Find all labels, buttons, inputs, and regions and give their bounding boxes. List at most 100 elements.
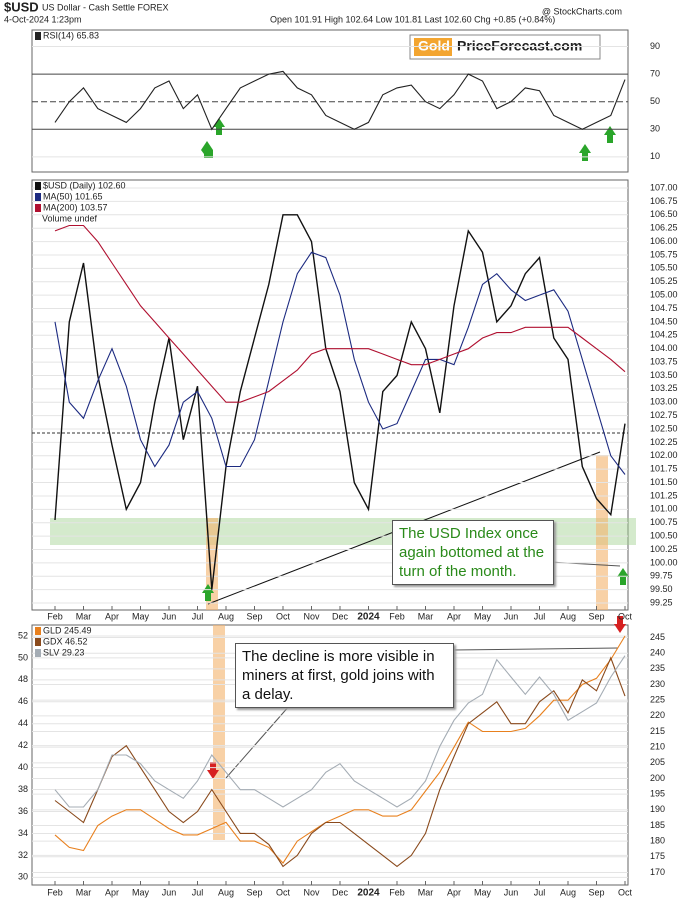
legend-text: MA(200) 103.57 — [43, 202, 108, 212]
y-tick-label: 102.00 — [650, 450, 678, 460]
y-tick-label: 101.00 — [650, 504, 678, 514]
legend-swatch — [35, 182, 41, 190]
x-tick-label: Nov — [303, 887, 320, 897]
arrow — [579, 144, 591, 153]
x-tick-label: Feb — [47, 611, 63, 621]
metals-frame — [31, 624, 629, 886]
y-tick-label: 225 — [650, 695, 665, 705]
y-tick-label: 30 — [18, 872, 28, 882]
x-tick-label: Mar — [76, 611, 92, 621]
y-tick-label: 104.00 — [650, 343, 678, 353]
x-tick-label: Aug — [560, 611, 576, 621]
series-line — [54, 251, 626, 475]
annotation: The decline is more visible in miners at… — [235, 643, 454, 708]
arrow — [207, 770, 219, 779]
series-line — [54, 635, 626, 864]
y-tick-label: 240 — [650, 648, 665, 658]
legend-text: $USD (Daily) 102.60 — [43, 180, 126, 190]
y-tick-label: 105.25 — [650, 276, 678, 286]
series-line — [54, 224, 626, 403]
y-tick-label: 103.75 — [650, 356, 678, 366]
date: 4-Oct-2024 1:23pm — [4, 14, 82, 24]
y-tick-label: 105.00 — [650, 290, 678, 300]
x-tick-label: Apr — [105, 887, 119, 897]
arrow — [205, 593, 211, 601]
y-tick-label: 32 — [18, 850, 28, 860]
y-tick-label: 101.75 — [650, 464, 678, 474]
y-tick-label: 106.75 — [650, 196, 678, 206]
x-tick-label: May — [132, 611, 150, 621]
x-tick-label: Apr — [447, 611, 461, 621]
y-tick-label: 101.50 — [650, 477, 678, 487]
arrows — [201, 118, 629, 601]
y-tick-label: 42 — [18, 740, 28, 750]
badge-text: PriceForecast.com — [457, 38, 582, 54]
x-tick-label: Jul — [534, 887, 546, 897]
x-tick-label: Feb — [389, 611, 405, 621]
arrow — [617, 568, 629, 577]
y-tick-label: 38 — [18, 784, 28, 794]
arrow — [216, 127, 222, 135]
y-tick-label: 104.50 — [650, 316, 678, 326]
legend-swatch — [35, 204, 41, 212]
y-tick-label: 220 — [650, 710, 665, 720]
y-tick-label: 106.00 — [650, 236, 678, 246]
y-tick-label: 210 — [650, 742, 665, 752]
y-tick-label: 90 — [650, 41, 660, 51]
arrow — [201, 141, 213, 150]
x-tick-label: May — [474, 611, 492, 621]
x-tick-label: Sep — [588, 611, 604, 621]
series-line — [54, 655, 626, 808]
y-tick-label: 102.75 — [650, 410, 678, 420]
x-tick-label: Apr — [447, 887, 461, 897]
legend-text: SLV 29.23 — [43, 647, 84, 657]
y-tick-label: 46 — [18, 696, 28, 706]
x-tick-label: Oct — [618, 611, 633, 621]
y-tick-label: 103.25 — [650, 383, 678, 393]
x-tick-label: Dec — [332, 611, 349, 621]
x-tick-label: Jun — [162, 887, 177, 897]
x-tick-label: Sep — [588, 887, 604, 897]
y-tick-label: 104.25 — [650, 330, 678, 340]
y-tick-label: 99.25 — [650, 597, 673, 607]
x-tick-label: Jun — [162, 611, 177, 621]
legend-swatch — [35, 627, 41, 635]
series-line — [54, 70, 626, 131]
legend-text: MA(50) 101.65 — [43, 191, 103, 201]
x-tick-label: Aug — [218, 887, 234, 897]
y-tick-label: 40 — [18, 762, 28, 772]
arrow — [210, 762, 216, 770]
x-tick-label: Oct — [618, 887, 633, 897]
y-tick-label: 36 — [18, 806, 28, 816]
x-tick-label: Mar — [76, 887, 92, 897]
legend-text: GDX 46.52 — [43, 636, 88, 646]
series-line — [54, 214, 626, 590]
x-tick-label: Oct — [276, 887, 291, 897]
y-tick-label: 104.75 — [650, 303, 678, 313]
y-tick-label: 235 — [650, 663, 665, 673]
callout-line — [225, 704, 291, 779]
y-tick-label: 99.75 — [650, 571, 673, 581]
y-tick-label: 245 — [650, 632, 665, 642]
x-tick-label: Jul — [534, 611, 546, 621]
name: US Dollar - Cash Settle FOREX — [42, 2, 169, 12]
y-tick-label: 101.25 — [650, 490, 678, 500]
y-tick-label: 230 — [650, 679, 665, 689]
y-tick-label: 105.50 — [650, 263, 678, 273]
y-tick-label: 105.75 — [650, 249, 678, 259]
y-tick-label: 48 — [18, 674, 28, 684]
arrow — [213, 118, 225, 127]
x-tick-label: Oct — [276, 611, 291, 621]
red-arrows — [207, 616, 626, 779]
arrow — [204, 150, 210, 158]
x-tick-label: Feb — [47, 887, 63, 897]
symbol: $USD — [4, 0, 39, 14]
arrow — [614, 624, 626, 633]
x-tick-label: Apr — [105, 611, 119, 621]
legend-swatch — [35, 32, 41, 40]
y-tick-label: 215 — [650, 726, 665, 736]
x-tick-label: Jun — [504, 887, 519, 897]
arrow — [202, 584, 214, 593]
x-tick-label: Mar — [418, 611, 434, 621]
